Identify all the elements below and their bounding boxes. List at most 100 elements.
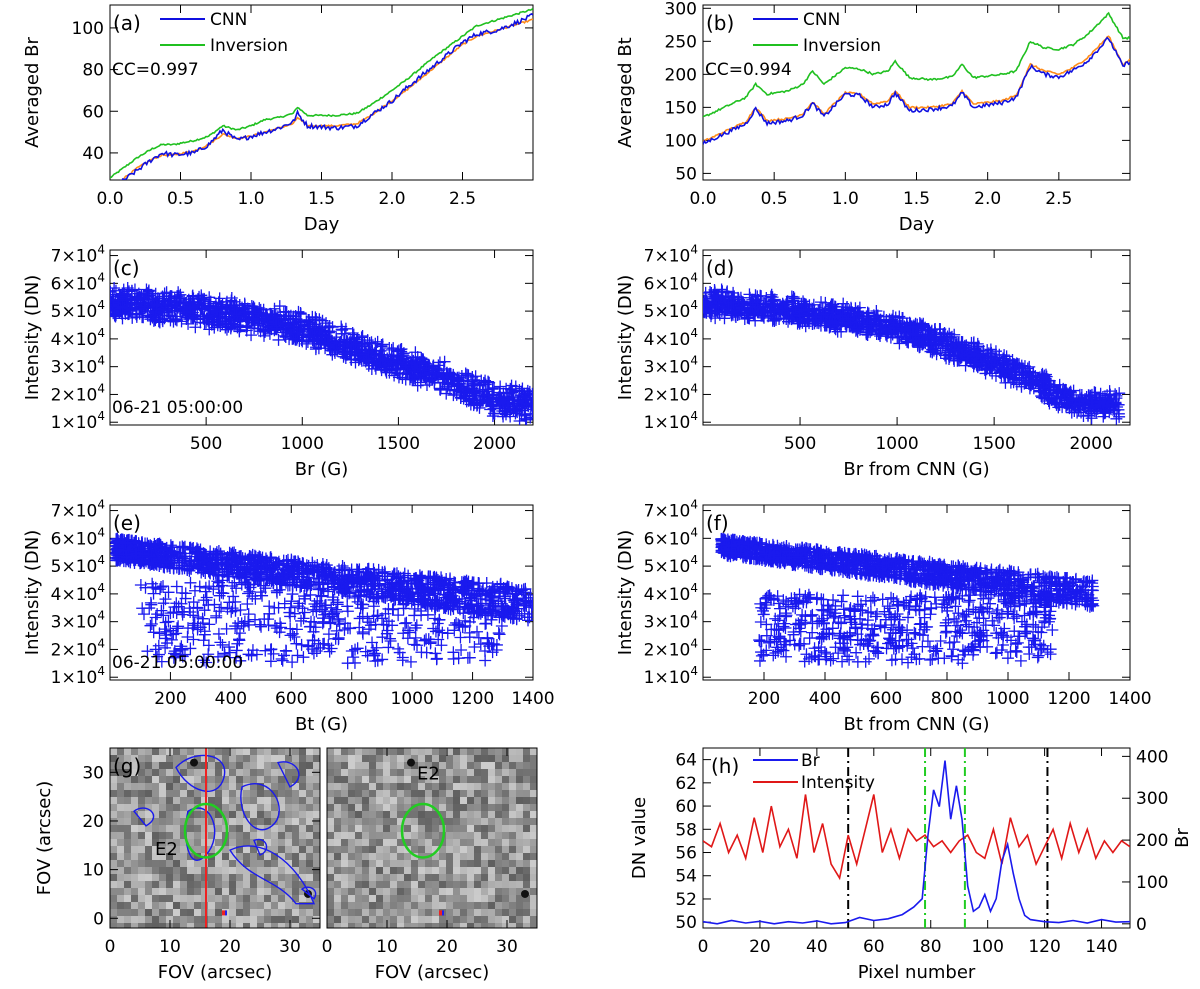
y-axis-label: Averaged Br: [22, 36, 43, 147]
y-tick-label: 6×104: [644, 525, 698, 549]
scatter-point: [1053, 378, 1066, 391]
scatter-point: [307, 334, 320, 347]
y-tick-label: 40: [82, 144, 104, 164]
scatter-point: [110, 309, 121, 322]
x-tick-label: 0.5: [167, 189, 194, 209]
scatter-point: [893, 337, 906, 350]
scatter-point: [1105, 403, 1118, 416]
scatter-point: [220, 323, 233, 336]
scatter-point: [995, 361, 1008, 374]
x-tick-label: 1.5: [308, 189, 335, 209]
scatter-point: [268, 302, 281, 315]
y-tick-label: 5×104: [51, 298, 105, 322]
scatter-point: [520, 392, 533, 405]
scatter-point: [261, 320, 274, 333]
scatter-point: [203, 291, 216, 304]
scatter-point: [392, 371, 405, 384]
scatter-point: [256, 314, 269, 327]
scatter-point: [188, 300, 201, 313]
scatter-point: [486, 410, 499, 423]
scatter-point: [411, 360, 424, 373]
scatter-point: [289, 309, 302, 322]
x-tick-label: 1400: [511, 689, 554, 709]
scatter-point: [296, 335, 309, 348]
scatter-point: [202, 302, 215, 315]
panel-e-points: [110, 532, 533, 670]
scatter-point: [951, 343, 964, 356]
y-tick-label: 3×104: [51, 354, 105, 378]
scatter-point: [765, 305, 778, 318]
x-tick-label: 2.5: [1045, 189, 1072, 209]
y-tick-label: 5×104: [644, 553, 698, 577]
scatter-point: [961, 352, 974, 365]
scatter-point: [1050, 387, 1063, 400]
scatter-point: [495, 620, 508, 633]
scatter-point: [349, 643, 362, 656]
x-tick-label: 0.5: [761, 189, 788, 209]
scatter-point: [432, 368, 445, 381]
timestamp-annotation: 06-21 05:00:00: [112, 653, 243, 673]
scatter-point: [382, 641, 395, 654]
scatter-point: [476, 394, 489, 407]
scatter-point: [429, 625, 442, 638]
scatter-point: [1023, 382, 1036, 395]
x-tick-label: 2.0: [974, 189, 1001, 209]
scatter-point: [272, 333, 285, 346]
scatter-point: [144, 596, 157, 609]
scatter-point: [513, 415, 526, 425]
scatter-point: [927, 344, 940, 357]
scatter-point: [264, 655, 277, 668]
scatter-point: [233, 634, 246, 647]
scatter-point: [507, 404, 520, 417]
y-tick-label: 2×104: [644, 636, 698, 660]
scatter-point: [441, 627, 454, 640]
scatter-point: [916, 338, 929, 351]
scatter-point: [310, 341, 323, 354]
x-tick-label: 2.0: [378, 189, 405, 209]
scatter-point: [247, 313, 260, 326]
scatter-point: [341, 605, 354, 618]
legend-label: CNN: [210, 10, 247, 30]
x-axis-label: Day: [899, 214, 935, 235]
scatter-point: [113, 290, 126, 303]
x-tick-label: 1500: [377, 434, 420, 454]
scatter-point: [1112, 403, 1125, 416]
scatter-point: [144, 619, 157, 632]
scatter-point: [1103, 385, 1116, 398]
scatter-point: [202, 639, 215, 652]
scatter-point: [361, 353, 374, 366]
panel-label: (d): [706, 256, 734, 280]
scatter-point: [149, 305, 162, 318]
x-tick-label: 1000: [875, 434, 918, 454]
scatter-point: [910, 328, 923, 341]
scatter-point: [322, 326, 335, 339]
scatter-point: [374, 354, 387, 367]
scatter-point: [735, 304, 748, 317]
scatter-point: [1071, 398, 1084, 411]
y-tick-label: 3×104: [644, 609, 698, 633]
scatter-point: [259, 308, 272, 321]
scatter-point: [126, 284, 139, 297]
scatter-point: [938, 326, 951, 339]
scatter-point: [487, 391, 500, 404]
plot-frame: [109, 504, 534, 681]
scatter-point: [186, 311, 199, 324]
scatter-point: [345, 338, 358, 351]
scatter-point: [837, 297, 850, 310]
scatter-point: [857, 321, 870, 334]
scatter-point: [917, 317, 930, 330]
panel-d-points: [703, 283, 1126, 425]
scatter-point: [993, 351, 1006, 364]
scatter-point: [376, 353, 389, 366]
scatter-point: [809, 307, 822, 320]
scatter-point: [477, 376, 490, 389]
y-tick-label: 6×104: [51, 270, 105, 294]
scatter-point: [406, 373, 419, 386]
series-line-inversion: [110, 7, 533, 179]
scatter-point: [197, 292, 210, 305]
scatter-point: [942, 344, 955, 357]
scatter-point: [249, 592, 262, 605]
y-tick-label: 50: [675, 164, 697, 184]
scatter-point: [158, 312, 171, 325]
